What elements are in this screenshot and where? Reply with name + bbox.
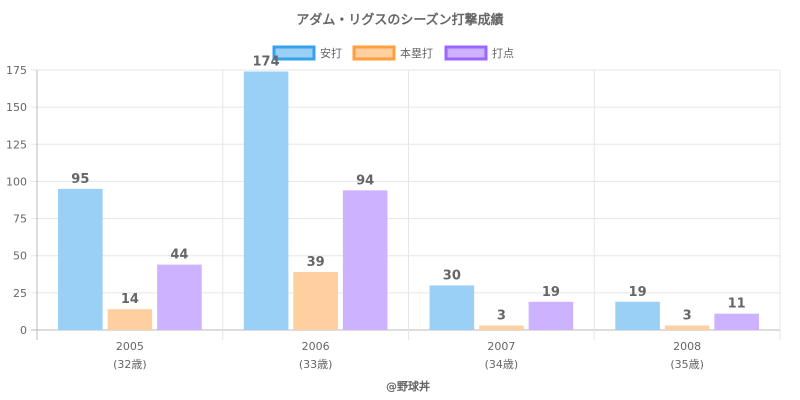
y-tick-label: 150 xyxy=(6,101,27,114)
bar-rbi[interactable] xyxy=(342,190,388,330)
bar-rbi[interactable] xyxy=(714,313,759,330)
x-tick-label: 2007 xyxy=(487,340,515,353)
y-tick-label: 25 xyxy=(13,287,27,300)
data-label-hits: 95 xyxy=(71,172,89,187)
legend: 安打 本塁打 打点 xyxy=(272,45,514,61)
x-axis: 2005 (32歳) 2006 (33歳) 2007 (34歳) 2008 (35歳) xyxy=(113,340,704,371)
bar-rbi[interactable] xyxy=(528,301,574,330)
grid xyxy=(31,69,781,340)
legend-item-rbi[interactable]: 打点 xyxy=(444,45,514,61)
y-tick-label: 125 xyxy=(6,138,27,151)
data-label-hits: 174 xyxy=(253,54,280,69)
bar-hits[interactable] xyxy=(429,285,475,330)
y-axis: 0 25 50 75 100 125 150 175 xyxy=(6,64,27,337)
data-label-hits: 30 xyxy=(443,268,461,283)
bar-homeruns[interactable] xyxy=(107,309,153,330)
data-label-rbi: 19 xyxy=(542,285,560,300)
data-labels: 95 14 44 174 39 94 30 3 19 19 3 11 xyxy=(71,54,745,323)
bar-hits[interactable] xyxy=(58,188,103,330)
bar-rbi[interactable] xyxy=(157,264,202,330)
legend-swatch-homeruns xyxy=(352,45,396,61)
y-tick-label: 175 xyxy=(6,64,27,77)
bar-hits[interactable] xyxy=(243,71,289,330)
y-tick-label: 0 xyxy=(20,324,27,337)
bar-hits[interactable] xyxy=(615,301,660,330)
x-tick-sublabel: (33歳) xyxy=(299,358,333,371)
legend-item-homeruns[interactable]: 本塁打 xyxy=(352,45,433,61)
y-tick-label: 50 xyxy=(13,250,27,263)
data-label-homeruns: 14 xyxy=(121,292,139,307)
legend-label-homeruns: 本塁打 xyxy=(400,46,433,60)
bar-homeruns[interactable] xyxy=(664,325,710,330)
data-label-hits: 19 xyxy=(629,285,647,300)
legend-swatch-hits xyxy=(272,45,316,61)
credit-text: @野球丼 xyxy=(386,379,430,393)
chart-title: アダム・リグスのシーズン打撃成績 xyxy=(296,12,503,28)
data-label-homeruns: 39 xyxy=(307,255,325,270)
legend-label-hits: 安打 xyxy=(320,46,342,60)
legend-label-rbi: 打点 xyxy=(492,46,514,60)
data-label-homeruns: 3 xyxy=(683,309,692,324)
bar-homeruns[interactable] xyxy=(293,272,338,330)
bar-homeruns[interactable] xyxy=(479,325,524,330)
legend-item-hits[interactable]: 安打 xyxy=(272,45,342,61)
x-tick-sublabel: (35歳) xyxy=(670,358,704,371)
x-tick-label: 2008 xyxy=(673,340,701,353)
data-label-rbi: 11 xyxy=(728,297,746,312)
legend-swatch-rbi xyxy=(444,45,488,61)
data-label-homeruns: 3 xyxy=(497,309,506,324)
x-tick-sublabel: (32歳) xyxy=(113,358,147,371)
x-tick-sublabel: (34歳) xyxy=(485,358,519,371)
x-tick-label: 2006 xyxy=(302,340,330,353)
x-tick-label: 2005 xyxy=(116,340,144,353)
y-tick-label: 100 xyxy=(6,175,27,188)
data-label-rbi: 44 xyxy=(170,248,188,263)
bars xyxy=(58,71,759,330)
y-tick-label: 75 xyxy=(13,213,27,226)
data-label-rbi: 94 xyxy=(356,173,374,188)
